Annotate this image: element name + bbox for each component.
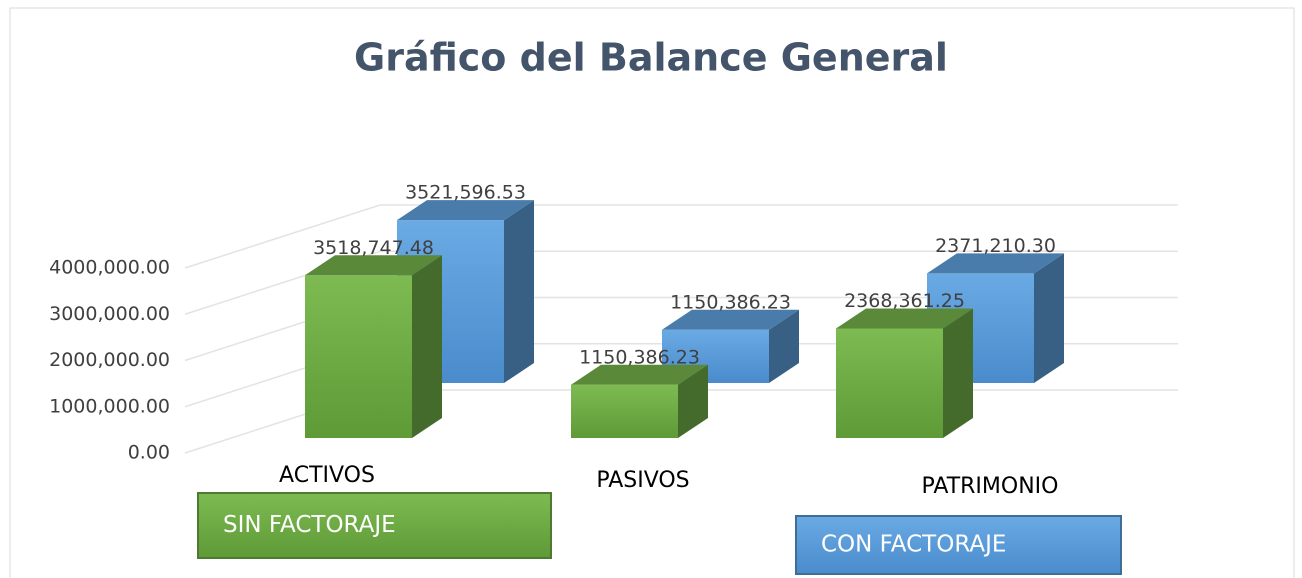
x-tick-label: ACTIVOS [279,463,375,488]
bar-side [678,364,708,438]
chart-frame [9,7,1295,578]
value-label: 2371,210.30 [935,235,1056,257]
y-tick-label: 1000,000.00 [49,395,170,417]
value-label: 2368,361.25 [844,290,965,312]
x-tick-label: PASIVOS [596,468,689,493]
bar-side [412,255,442,438]
bar [571,364,708,438]
bar-top [571,364,708,385]
y-tick-label: 3000,000.00 [49,303,170,325]
bar-front [836,328,943,438]
bar-side [504,200,534,383]
value-label: 1150,386.23 [579,346,700,368]
bar [305,255,442,438]
bar-top [305,255,442,276]
y-tick-label: 2000,000.00 [49,349,170,371]
legend-label: CON FACTORAJE [821,532,1006,558]
legend-swatch [795,515,1122,575]
bar-top [397,200,534,221]
bar-side [943,308,973,438]
bar-front [305,275,412,438]
bar [836,308,973,438]
bar-top [927,253,1064,274]
value-label: 1150,386.23 [670,291,791,313]
legend-swatch [197,492,552,559]
bar-side [1034,253,1064,383]
bar-front [571,384,678,438]
bar-top [662,309,799,330]
value-label: 3518,747.48 [313,237,434,259]
y-tick-label: 0.00 [128,442,170,464]
grid-line [184,204,1178,269]
y-tick-label: 4000,000.00 [49,257,170,279]
bar-top [836,308,973,329]
bar-side [769,309,799,383]
legend-label: SIN FACTORAJE [223,512,396,538]
grid-line [184,250,1178,315]
value-label: 3521,596.53 [405,182,526,204]
chart-title: Gráfico del Balance General [354,36,948,80]
x-tick-label: PATRIMONIO [922,474,1059,499]
